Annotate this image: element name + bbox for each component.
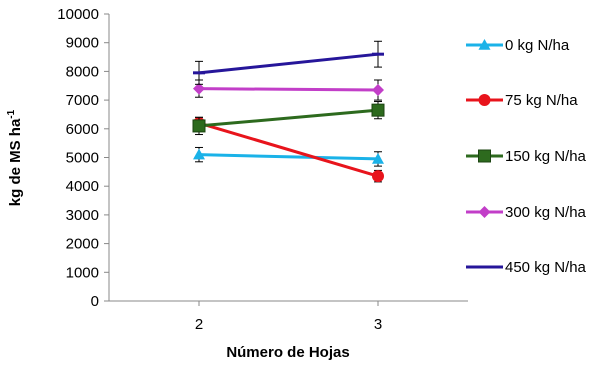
legend-label: 300 kg N/ha	[505, 204, 587, 221]
y-tick-label: 3000	[66, 207, 99, 224]
marker-circle	[478, 94, 491, 106]
y-tick-label: 0	[91, 293, 99, 310]
x-tick-label: 3	[374, 316, 382, 333]
legend: 0 kg N/ha 75 kg N/ha 150 kg N/ha 300 kg N/h…	[466, 37, 587, 276]
legend-item: 75 kg N/ha	[466, 92, 578, 109]
y-tick-label: 6000	[66, 121, 99, 138]
marker-triangle	[193, 148, 205, 160]
x-tick-label: 2	[195, 316, 203, 333]
y-tick-label: 4000	[66, 178, 99, 195]
series-4	[193, 40, 384, 85]
series-3	[193, 79, 384, 101]
legend-label: 450 kg N/ha	[505, 259, 587, 276]
legend-label: 150 kg N/ha	[505, 148, 587, 165]
legend-label: 0 kg N/ha	[505, 37, 570, 54]
y-tick-label: 5000	[66, 150, 99, 167]
series-0	[193, 146, 384, 167]
marker-diamond	[478, 206, 491, 218]
legend-item: 0 kg N/ha	[466, 37, 570, 54]
series-line	[198, 52, 379, 75]
y-tick-label: 9000	[66, 35, 99, 52]
marker-triangle	[372, 152, 384, 164]
y-tick-label: 7000	[66, 92, 99, 109]
marker-diamond	[372, 84, 384, 97]
series-line	[198, 108, 379, 128]
series-line	[198, 87, 379, 92]
y-tick-label: 10000	[57, 6, 99, 23]
series-layer	[192, 40, 385, 183]
marker-diamond	[193, 82, 205, 95]
legend-item: 450 kg N/ha	[466, 259, 587, 276]
series-line	[198, 153, 379, 161]
y-tick-label: 8000	[66, 63, 99, 80]
x-axis-title: Número de Hojas	[226, 344, 349, 361]
legend-item: 150 kg N/ha	[466, 148, 587, 165]
legend-label: 75 kg N/ha	[505, 92, 578, 109]
marker-square	[371, 103, 385, 117]
series-2	[192, 101, 385, 136]
series-1	[193, 116, 384, 183]
y-tick-label: 1000	[66, 264, 99, 281]
legend-item: 300 kg N/ha	[466, 204, 587, 221]
y-axis-title: kg de MS ha-1	[6, 109, 24, 206]
y-axis: 0 1000 2000 3000 4000 5000 6000 7000 8000 9000 100…	[57, 6, 110, 310]
marker-circle	[372, 170, 384, 183]
marker-square	[478, 149, 491, 163]
marker-square	[192, 119, 206, 133]
y-tick-label: 2000	[66, 236, 99, 253]
marker-triangle	[478, 39, 491, 50]
series-line	[198, 121, 379, 178]
